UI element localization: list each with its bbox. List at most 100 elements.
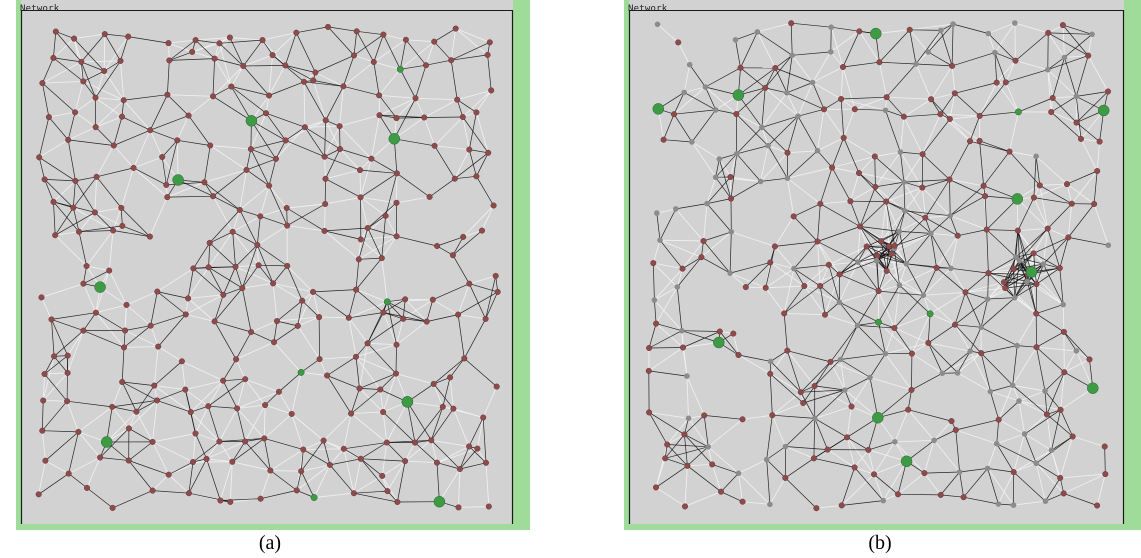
network-link — [414, 406, 444, 443]
network-link — [720, 473, 739, 492]
network-link — [272, 32, 297, 56]
network-link — [223, 378, 246, 382]
network-link — [854, 108, 886, 111]
network-node — [275, 388, 282, 395]
network-link — [996, 419, 1000, 444]
network-link — [1033, 197, 1072, 205]
network-link — [53, 330, 84, 357]
network-link — [367, 227, 397, 237]
network-link — [1012, 346, 1037, 386]
network-link — [844, 377, 871, 391]
network-link — [1017, 230, 1034, 254]
network-link — [208, 267, 243, 289]
network-node — [393, 170, 400, 177]
network-link — [705, 67, 741, 88]
network-link — [150, 291, 158, 326]
network-link — [153, 346, 159, 386]
network-link — [996, 433, 1025, 445]
network-link — [830, 30, 860, 53]
network-node — [146, 233, 153, 240]
network-link — [273, 341, 302, 373]
network-link — [1036, 331, 1065, 348]
network-link — [54, 207, 74, 236]
network-link — [454, 175, 477, 180]
network-link — [899, 284, 924, 296]
network-node — [730, 330, 737, 337]
network-link — [1018, 390, 1046, 402]
network-link — [167, 94, 189, 116]
network-link — [83, 70, 105, 82]
network-node — [149, 487, 156, 494]
network-link — [355, 289, 384, 313]
network-link — [237, 404, 266, 409]
network-node — [686, 61, 693, 68]
network-link — [128, 460, 169, 476]
network-node — [797, 389, 804, 396]
network-node — [485, 503, 492, 510]
network-link — [770, 262, 805, 287]
network-link — [152, 433, 196, 443]
network-link — [1013, 500, 1046, 506]
network-link — [1063, 350, 1077, 373]
network-node — [269, 52, 276, 59]
network-node — [394, 499, 401, 506]
network-node — [376, 112, 383, 119]
network-link — [963, 496, 999, 505]
network-link — [841, 96, 887, 100]
network-link — [1075, 55, 1089, 97]
network-link — [1003, 281, 1015, 298]
network-link — [429, 178, 456, 198]
network-node — [248, 329, 255, 336]
network-link — [928, 51, 953, 67]
network-panel-a: Network — [16, 0, 530, 530]
network-link — [954, 82, 997, 94]
network-link — [983, 151, 1010, 187]
network-link — [367, 342, 397, 346]
network-link — [774, 67, 788, 93]
network-link — [476, 152, 489, 177]
network-link — [381, 442, 388, 476]
network-link — [327, 26, 355, 56]
network-link — [707, 446, 739, 474]
network-link — [1036, 263, 1044, 285]
network-link — [804, 264, 830, 287]
network-node — [657, 237, 663, 243]
network-link — [94, 176, 98, 213]
network-link — [849, 172, 860, 202]
network-node — [482, 315, 489, 322]
network-node — [844, 434, 851, 441]
network-link — [355, 356, 397, 375]
network-node — [870, 471, 877, 478]
network-link — [659, 239, 683, 269]
network-link — [648, 370, 687, 377]
network-node — [325, 23, 332, 30]
network-link — [774, 216, 795, 247]
network-link — [1059, 237, 1069, 269]
network-node — [255, 262, 262, 269]
network-link — [152, 441, 170, 475]
network-link — [994, 52, 998, 83]
network-link — [485, 291, 499, 320]
network-node — [874, 252, 881, 259]
network-node — [1091, 200, 1098, 207]
network-link — [393, 138, 398, 174]
network-node — [190, 265, 197, 272]
network-link — [348, 312, 384, 319]
network-link — [327, 26, 357, 32]
network-link — [793, 268, 805, 287]
network-link — [208, 405, 238, 409]
network-node — [1030, 194, 1037, 201]
network-link — [785, 418, 815, 447]
network-link — [927, 23, 954, 53]
network-link — [819, 264, 830, 287]
network-node — [434, 459, 441, 466]
network-link — [250, 331, 275, 343]
network-node — [357, 455, 364, 462]
network-link — [285, 140, 325, 158]
network-link — [44, 372, 68, 375]
network-node — [282, 62, 289, 69]
network-link — [260, 490, 297, 500]
gateway-node — [94, 281, 106, 293]
network-link — [482, 417, 487, 463]
network-link — [265, 112, 286, 141]
